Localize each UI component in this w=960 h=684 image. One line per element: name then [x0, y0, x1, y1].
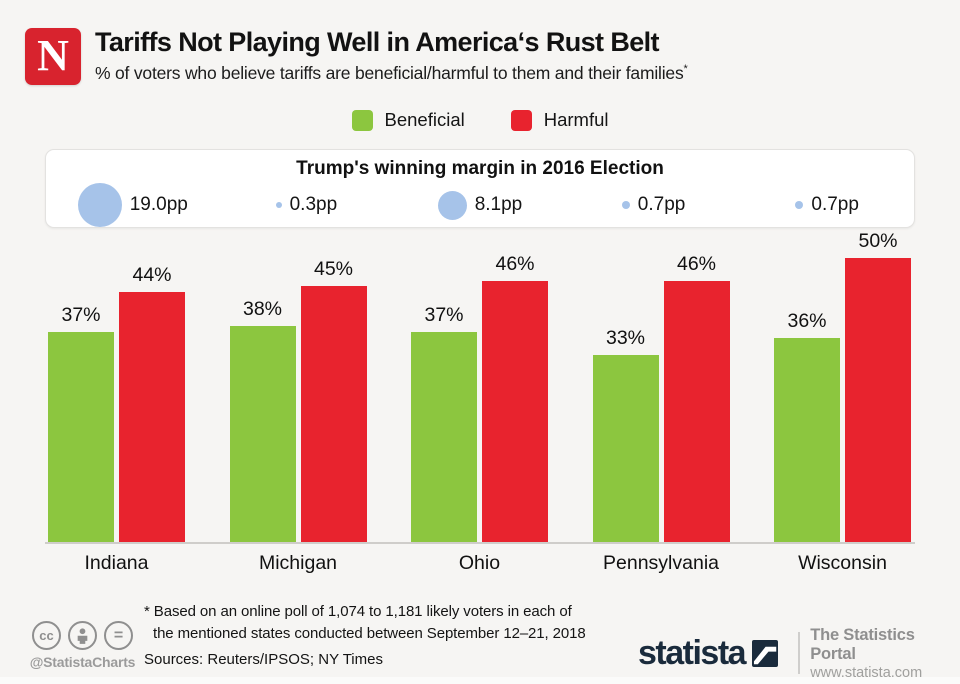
bar-harmful-pennsylvania [663, 281, 730, 542]
portal-text: The Statistics Portal www.statista.com [810, 625, 923, 681]
bar-beneficial-wisconsin [774, 338, 840, 542]
margin-bubble-icon [77, 183, 122, 227]
beneficial-swatch-icon [351, 109, 373, 131]
statista-charts-handle: @StatistaCharts [29, 654, 136, 670]
bubble-value-label: 0.7pp [637, 194, 686, 215]
bar-chart: 37% 44% Indiana 38% 45% Michigan 37% 46% Ohio 33%… [45, 230, 915, 574]
bar-value-beneficial-pennsylvania: 33% [605, 327, 646, 349]
bubble-value-label: 0.7pp [811, 194, 859, 215]
footnote-marker: * [683, 63, 688, 76]
bar-value-beneficial-indiana: 37% [61, 304, 101, 326]
bar-value-harmful-michigan: 45% [313, 258, 354, 280]
bubble-row: 19.0pp 0.3pp 8.1pp 0.7pp 0.7pp [46, 183, 914, 227]
legend-item-harmful: Harmful [510, 109, 609, 131]
legend-item-beneficial: Beneficial [351, 109, 465, 131]
bar-harmful-indiana [119, 292, 185, 542]
x-axis-label-ohio: Ohio [458, 552, 501, 574]
x-axis-baseline [45, 542, 915, 544]
statista-wordmark: statista [638, 634, 747, 672]
bar-harmful-wisconsin [845, 258, 911, 542]
person-icon [77, 627, 88, 644]
bubble-value-label: 0.3pp [289, 194, 338, 215]
statista-branding: statista The Statistics Portal www.stati… [638, 626, 960, 681]
cc-attribution-icon [68, 621, 97, 650]
bubble-value-label: 8.1pp [474, 194, 523, 215]
bar-value-harmful-wisconsin: 50% [858, 230, 898, 252]
bubble-item-wisconsin: 0.7pp [740, 183, 914, 227]
legend-label: Beneficial [384, 109, 465, 130]
page-title: Tariffs Not Playing Well in America‘s Ru… [95, 27, 660, 57]
bottom-strip [0, 677, 960, 684]
panel-title: Trump's winning margin in 2016 Election [296, 158, 664, 179]
page-subtitle: % of voters who believe tariffs are bene… [95, 63, 688, 83]
cc-license-icons: cc = [25, 621, 140, 650]
bar-value-beneficial-wisconsin: 36% [787, 310, 827, 332]
margin-bubble-icon [621, 201, 630, 209]
bubble-item-pennsylvania: 0.7pp [567, 183, 741, 227]
divider [798, 632, 801, 674]
harmful-swatch-icon [510, 109, 532, 131]
bar-value-harmful-ohio: 46% [495, 253, 535, 275]
margin-bubble-icon [275, 202, 282, 208]
bar-value-beneficial-ohio: 37% [424, 304, 464, 326]
statista-logo-icon [752, 639, 779, 667]
x-axis-label-pennsylvania: Pennsylvania [603, 552, 719, 574]
chart-legend: Beneficial Harmful [0, 109, 960, 131]
bar-beneficial-ohio [411, 332, 477, 542]
cc-nd-icon: = [104, 621, 133, 650]
x-axis-label-michigan: Michigan [258, 552, 338, 574]
margin-bubble-icon [795, 201, 804, 209]
bar-value-beneficial-michigan: 38% [242, 298, 283, 320]
footnote: * Based on an online poll of 1,074 to 1,… [144, 603, 586, 642]
newsweek-logo-letter: N [37, 30, 69, 80]
newsweek-logo: N [25, 28, 81, 85]
cc-icon: cc [32, 621, 61, 650]
margin-bubble-icon [437, 190, 467, 220]
bubble-item-michigan: 0.3pp [220, 183, 394, 227]
x-axis-label-wisconsin: Wisconsin [798, 552, 887, 574]
bubble-value-label: 19.0pp [129, 194, 188, 215]
bar-beneficial-michigan [229, 326, 296, 542]
bar-harmful-michigan [300, 286, 367, 542]
bar-beneficial-pennsylvania [592, 355, 659, 542]
legend-label: Harmful [543, 109, 609, 130]
x-axis-label-indiana: Indiana [84, 552, 149, 574]
bubble-item-indiana: 19.0pp [46, 183, 220, 227]
bubble-item-ohio: 8.1pp [393, 183, 567, 227]
sources: Sources: Reuters/IPSOS; NY Times [144, 651, 383, 668]
bar-value-harmful-pennsylvania: 46% [676, 253, 717, 275]
winning-margin-panel: Trump's winning margin in 2016 Election … [45, 149, 915, 228]
bar-value-harmful-indiana: 44% [132, 264, 172, 286]
creative-commons-block: cc = @StatistaCharts [25, 621, 140, 670]
bar-harmful-ohio [482, 281, 548, 542]
bar-beneficial-indiana [48, 332, 114, 542]
